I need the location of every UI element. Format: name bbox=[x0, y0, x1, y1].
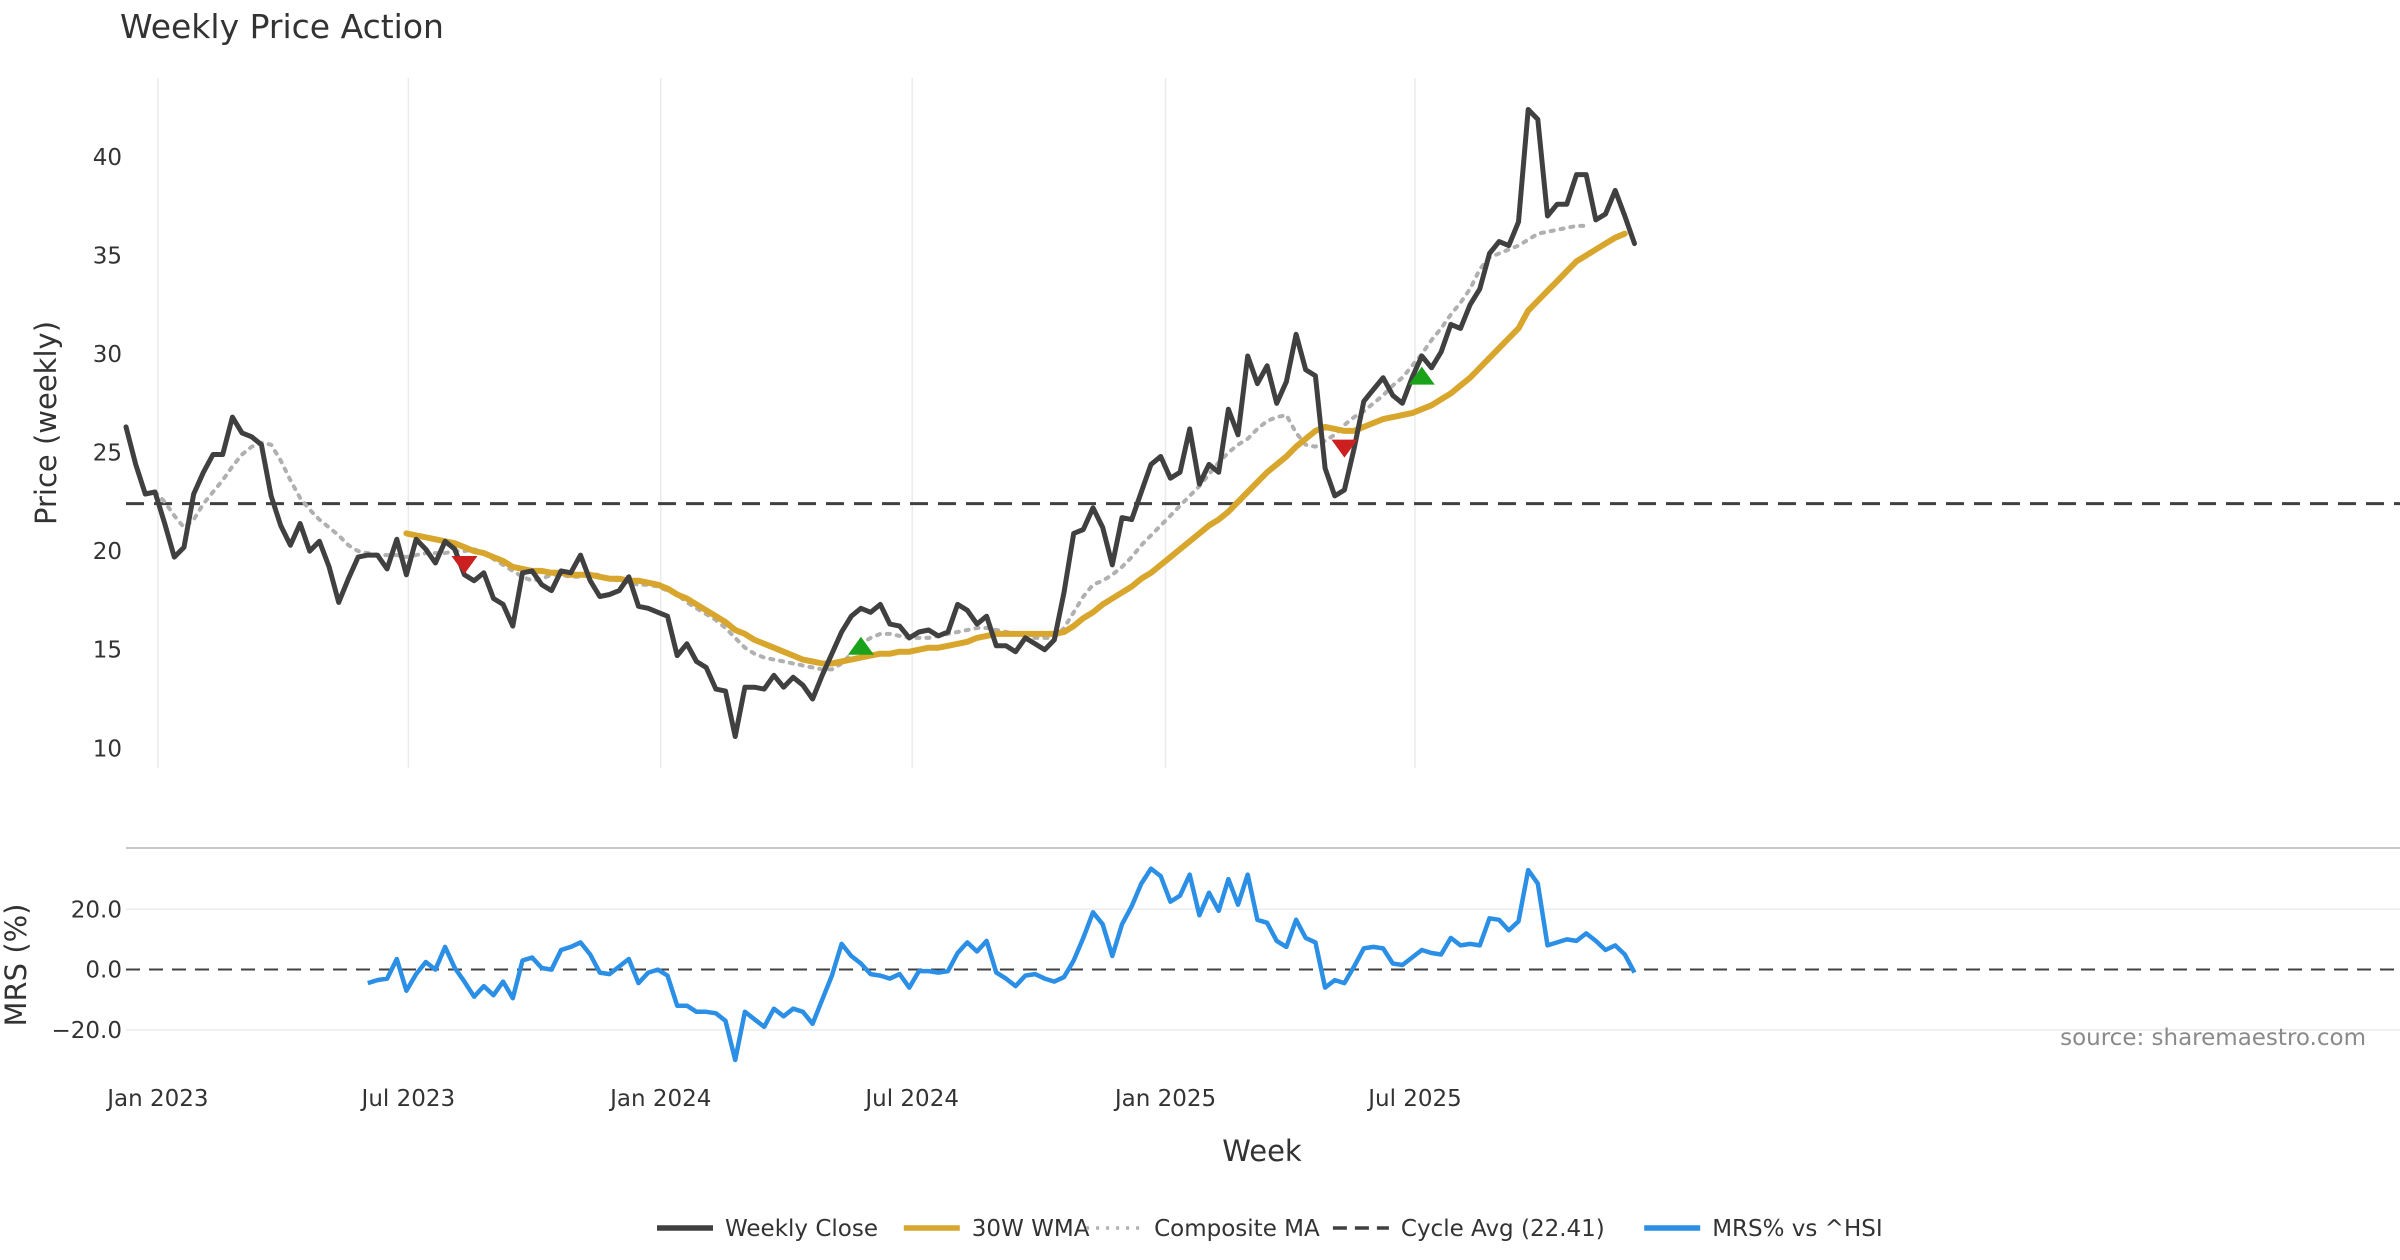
series-mrs-vs-hsi bbox=[367, 866, 1637, 1063]
buy-signal-marker-3 bbox=[1408, 366, 1435, 385]
legend-label-composite-ma: Composite MA bbox=[1154, 1216, 1320, 1242]
price-series bbox=[123, 107, 1637, 739]
price-y-tick-15: 15 bbox=[93, 638, 122, 664]
price-y-tick-30: 30 bbox=[93, 342, 122, 368]
mrs-y-tick-1: 0.0 bbox=[85, 958, 122, 984]
mrs-y-axis-label: MRS (%) bbox=[0, 904, 33, 1027]
legend: Weekly Close 30W WMA Composite MA Cycle Avg… bbox=[657, 1216, 1883, 1242]
legend-label-mrs-vs-hsi: MRS% vs ^HSI bbox=[1712, 1216, 1882, 1242]
legend-label-cycle-avg-22-41: Cycle Avg (22.41) bbox=[1401, 1216, 1605, 1242]
mrs-y-tick-2: −20.0 bbox=[52, 1018, 122, 1044]
legend-label-weekly-close: Weekly Close bbox=[725, 1216, 878, 1242]
sell-signal-marker-0 bbox=[451, 555, 478, 574]
x-axis-ticks: Jan 2023 Jul 2023 Jan 2024 Jul 2024 Jan 2025… bbox=[105, 1086, 1462, 1112]
price-y-axis-label: Price (weekly) bbox=[29, 321, 63, 525]
x-axis-label: Week bbox=[1222, 1134, 1302, 1168]
buy-signal-marker-1 bbox=[847, 636, 874, 655]
x-tick-jan-2023: Jan 2023 bbox=[105, 1086, 208, 1112]
x-tick-jul-2025: Jul 2025 bbox=[1366, 1086, 1462, 1112]
grid bbox=[157, 78, 1416, 768]
chart-title: Weekly Price Action bbox=[120, 7, 444, 46]
price-y-tick-10: 10 bbox=[93, 736, 122, 762]
x-tick-jan-2025: Jan 2025 bbox=[1113, 1086, 1216, 1112]
x-tick-jul-2023: Jul 2023 bbox=[360, 1086, 456, 1112]
mrs-series bbox=[367, 866, 1637, 1063]
x-tick-jul-2024: Jul 2024 bbox=[863, 1086, 959, 1112]
price-y-tick-25: 25 bbox=[93, 441, 122, 467]
price-y-tick-20: 20 bbox=[93, 539, 122, 565]
series-weekly-close bbox=[123, 107, 1637, 739]
price-y-tick-40: 40 bbox=[93, 145, 122, 171]
mrs-y-ticks: 20.0 0.0 −20.0 bbox=[52, 897, 2400, 1044]
x-tick-jan-2024: Jan 2024 bbox=[608, 1086, 711, 1112]
series-30w-wma bbox=[403, 230, 1628, 667]
mrs-y-tick-0: 20.0 bbox=[71, 897, 122, 923]
sell-signal-marker-2 bbox=[1331, 439, 1358, 458]
legend-label-30w-wma: 30W WMA bbox=[972, 1216, 1090, 1242]
source-note: source: sharemaestro.com bbox=[2060, 1025, 2366, 1051]
series-composite-ma bbox=[153, 223, 1589, 672]
price-y-tick-35: 35 bbox=[93, 243, 122, 269]
price-y-ticks: 10 15 20 25 30 35 40 bbox=[93, 145, 122, 762]
signal-markers bbox=[451, 366, 1435, 655]
